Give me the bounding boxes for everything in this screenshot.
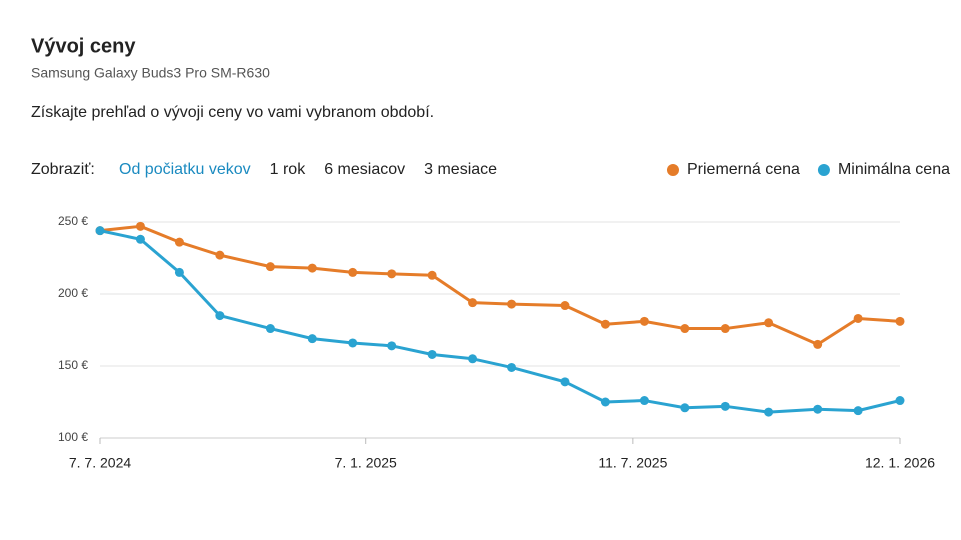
data-point xyxy=(764,407,774,417)
data-point xyxy=(680,324,690,334)
data-point xyxy=(764,318,774,328)
x-tick-label: 7. 7. 2024 xyxy=(69,455,131,471)
legend-marker xyxy=(666,164,679,176)
data-point xyxy=(639,396,649,406)
description: Získajte prehľad o vývoji ceny vo vami v… xyxy=(31,104,434,121)
data-point xyxy=(387,341,397,351)
x-tick-label: 12. 1. 2026 xyxy=(865,455,935,471)
data-point xyxy=(468,298,478,308)
data-point xyxy=(215,250,225,260)
data-point xyxy=(813,404,823,414)
data-point xyxy=(174,267,184,277)
data-point xyxy=(560,301,570,311)
title: Vývoj ceny xyxy=(31,35,136,57)
legend-label: Minimálna cena xyxy=(838,161,950,178)
data-point xyxy=(639,316,649,326)
legend-marker xyxy=(817,164,830,176)
data-point xyxy=(853,313,863,323)
filter-option[interactable]: 3 mesiace xyxy=(424,161,497,178)
series-line xyxy=(99,229,901,414)
data-point xyxy=(680,403,690,413)
y-tick-label: 150 € xyxy=(58,358,88,372)
data-point xyxy=(135,234,145,244)
filter-option[interactable]: 1 rok xyxy=(270,161,307,178)
data-point xyxy=(720,324,730,334)
data-point xyxy=(720,401,730,411)
data-point xyxy=(95,226,105,236)
data-point xyxy=(265,324,275,334)
data-point xyxy=(265,262,275,272)
filter-label: Zobraziť: xyxy=(31,161,95,178)
x-tick-label: 7. 1. 2025 xyxy=(335,455,397,471)
data-point xyxy=(427,270,437,280)
y-tick-label: 100 € xyxy=(58,430,88,444)
data-point xyxy=(507,362,517,372)
data-point xyxy=(348,267,358,277)
data-point xyxy=(174,237,184,247)
subtitle: Samsung Galaxy Buds3 Pro SM-R630 xyxy=(31,65,270,81)
data-point xyxy=(600,319,610,329)
data-point xyxy=(895,396,905,406)
data-point xyxy=(307,263,317,273)
data-point xyxy=(387,269,397,279)
data-point xyxy=(813,339,823,349)
y-tick-label: 200 € xyxy=(58,286,88,300)
data-point xyxy=(348,338,358,348)
data-point xyxy=(215,311,225,321)
data-point xyxy=(560,377,570,387)
legend-label: Priemerná cena xyxy=(687,161,800,178)
data-point xyxy=(600,397,610,407)
data-point xyxy=(468,354,478,364)
data-point xyxy=(427,349,437,359)
data-point xyxy=(507,299,517,309)
series-line xyxy=(99,224,901,346)
data-point xyxy=(307,334,317,344)
data-point xyxy=(853,406,863,416)
data-point xyxy=(895,316,905,326)
filter-option[interactable]: 6 mesiacov xyxy=(324,161,405,178)
filter-option[interactable]: Od počiatku vekov xyxy=(119,161,251,178)
data-point xyxy=(135,221,145,231)
x-tick-label: 11. 7. 2025 xyxy=(598,455,667,471)
y-tick-label: 250 € xyxy=(58,214,88,228)
